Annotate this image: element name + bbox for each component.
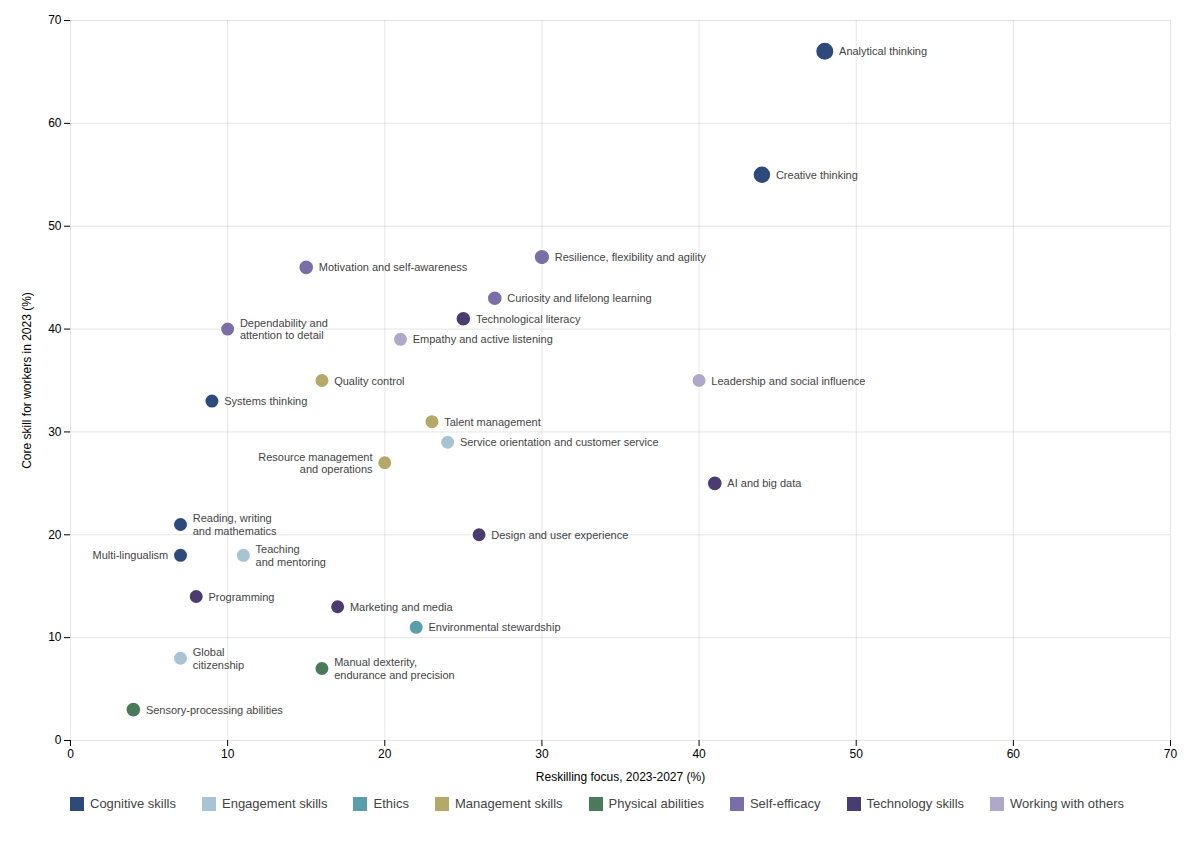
svg-text:30: 30 [48,425,62,439]
svg-text:AI and big data: AI and big data [727,477,802,489]
svg-text:20: 20 [378,747,392,761]
svg-text:Systems thinking: Systems thinking [224,395,307,407]
svg-text:Sensory-processing abilities: Sensory-processing abilities [146,704,283,716]
html-text:Cognitive skills: Cognitive skills [90,796,176,811]
html-text:Working with others: Working with others [1010,796,1124,811]
svg-text:0: 0 [67,747,74,761]
svg-text:Service orientation and custom: Service orientation and customer service [460,436,659,448]
svg-text:60: 60 [1007,747,1021,761]
svg-text:50: 50 [48,219,62,233]
svg-text:Core skill for workers in 2023: Core skill for workers in 2023 (%) [20,292,34,469]
svg-text:Teachingand mentoring: Teachingand mentoring [256,543,326,568]
svg-text:40: 40 [48,322,62,336]
svg-text:Analytical thinking: Analytical thinking [839,45,927,57]
html-text:Management skills: Management skills [454,796,563,811]
svg-text:Leadership and social influenc: Leadership and social influence [711,375,865,387]
html-text:Physical abilities: Physical abilities [608,796,704,811]
svg-text:Multi-lingualism: Multi-lingualism [92,549,168,561]
html-text:Technology skills: Technology skills [866,796,964,811]
svg-text:70: 70 [1164,747,1178,761]
svg-text:Reskilling focus, 2023-2027 (%: Reskilling focus, 2023-2027 (%) [536,770,705,784]
svg-text:50: 50 [850,747,864,761]
svg-text:Empathy and active listening: Empathy and active listening [413,333,553,345]
svg-text:10: 10 [221,747,235,761]
svg-text:Quality control: Quality control [334,375,404,387]
svg-text:Marketing and media: Marketing and media [350,601,454,613]
svg-text:Motivation and self-awareness: Motivation and self-awareness [319,261,468,273]
html-text:Ethics: Ethics [373,796,409,811]
svg-text:Programming: Programming [208,591,274,603]
svg-text:30: 30 [535,747,549,761]
svg-text:Manual dexterity,endurance and: Manual dexterity,endurance and precision [334,656,454,681]
svg-text:Creative thinking: Creative thinking [776,169,858,181]
svg-text:Dependability andattention to: Dependability andattention to detail [240,317,328,342]
svg-text:10: 10 [48,630,62,644]
svg-text:Resilience, flexibility and ag: Resilience, flexibility and agility [555,251,707,263]
svg-text:40: 40 [692,747,706,761]
svg-text:Design and user experience: Design and user experience [491,529,628,541]
html-text:Self-efficacy: Self-efficacy [749,796,821,811]
svg-text:60: 60 [48,116,62,130]
svg-text:Reading, writingand mathematic: Reading, writingand mathematics [193,512,277,537]
html-text:Engagement skills: Engagement skills [222,796,328,811]
svg-text:Talent management: Talent management [444,416,541,428]
svg-text:70: 70 [48,13,62,27]
svg-text:Curiosity and lifelong learnin: Curiosity and lifelong learning [507,292,651,304]
svg-text:0: 0 [55,733,62,747]
svg-text:Globalcitizenship: Globalcitizenship [193,646,244,671]
svg-text:Environmental stewardship: Environmental stewardship [428,621,560,633]
svg-text:Technological literacy: Technological literacy [476,313,581,325]
svg-text:Resource managementand operati: Resource managementand operations [258,451,373,476]
svg-text:20: 20 [48,528,62,542]
